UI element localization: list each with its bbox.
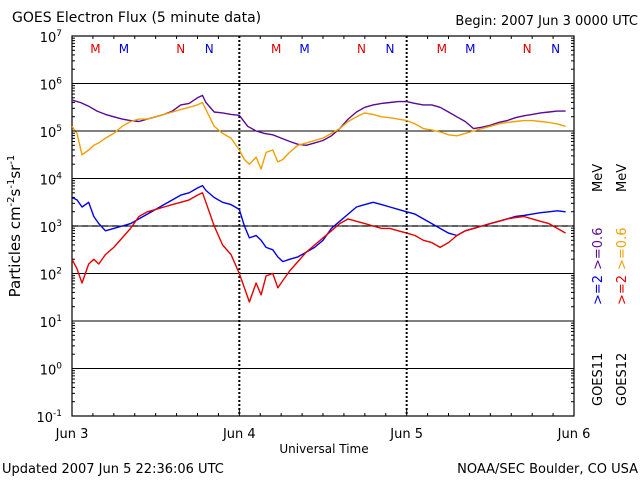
legend-unit-goes12: MeV	[615, 164, 630, 192]
marker-label: N	[523, 42, 532, 56]
y-tick-label: 104	[40, 172, 63, 189]
series-line-1	[71, 101, 566, 170]
x-tick-label: Jun 4	[222, 427, 256, 442]
marker-label: M	[90, 42, 100, 56]
y-tick-label: 105	[40, 124, 62, 141]
y-tick-label: 100	[40, 362, 63, 379]
marker-label: M	[437, 42, 447, 56]
legend-unit-goes11: MeV	[591, 164, 606, 192]
y-axis-label: Particles cm-2s-1sr-1	[6, 155, 24, 298]
x-tick-label: Jun 6	[557, 427, 591, 442]
marker-label: N	[205, 42, 214, 56]
y-tick-label: 103	[40, 219, 62, 236]
legend-goes12-label: GOES12	[615, 353, 630, 406]
series-layer	[71, 94, 566, 303]
marker-label: M	[119, 42, 129, 56]
x-axis-label: Universal Time	[279, 442, 368, 456]
legend-goes11-low: >=2	[591, 275, 606, 305]
y-tick-label: 101	[40, 314, 62, 331]
x-axis-ticks: Jun 3 Jun 4 Jun 5 Jun 6	[55, 36, 591, 442]
series-line-0	[71, 94, 566, 147]
marker-label: N	[176, 42, 185, 56]
x-tick-label: Jun 3	[55, 427, 89, 442]
y-axis-ticks: 107 106 105 104 103 102 101 100 10-1	[36, 29, 574, 426]
begin-label: Begin: 2007 Jun 3 0000 UTC	[455, 14, 638, 29]
y-tick-label: 102	[40, 267, 62, 284]
y-tick-label: 10-1	[36, 409, 62, 426]
legend-goes12-high: >=0.6	[615, 228, 630, 270]
legend-goes11-label: GOES11	[591, 353, 606, 406]
x-tick-label: Jun 5	[389, 427, 423, 442]
y-tick-label: 107	[40, 29, 62, 46]
marker-label: N	[385, 42, 394, 56]
marker-label: M	[465, 42, 475, 56]
series-line-3	[71, 192, 566, 303]
y-tick-label: 106	[40, 77, 63, 94]
chart-title: GOES Electron Flux (5 minute data)	[12, 10, 261, 26]
marker-label: N	[551, 42, 560, 56]
credit-label: NOAA/SEC Boulder, CO USA	[457, 462, 638, 477]
legend-goes12-low: >=2	[615, 275, 630, 305]
marker-label: N	[357, 42, 366, 56]
legend: GOES11 GOES12 >=2 >=0.6 MeV >=2 >=0.6 Me…	[591, 164, 630, 406]
marker-label: M	[299, 42, 309, 56]
updated-label: Updated 2007 Jun 5 22:36:06 UTC	[2, 462, 224, 477]
legend-goes11-high: >=0.6	[591, 228, 606, 270]
marker-label: M	[271, 42, 281, 56]
